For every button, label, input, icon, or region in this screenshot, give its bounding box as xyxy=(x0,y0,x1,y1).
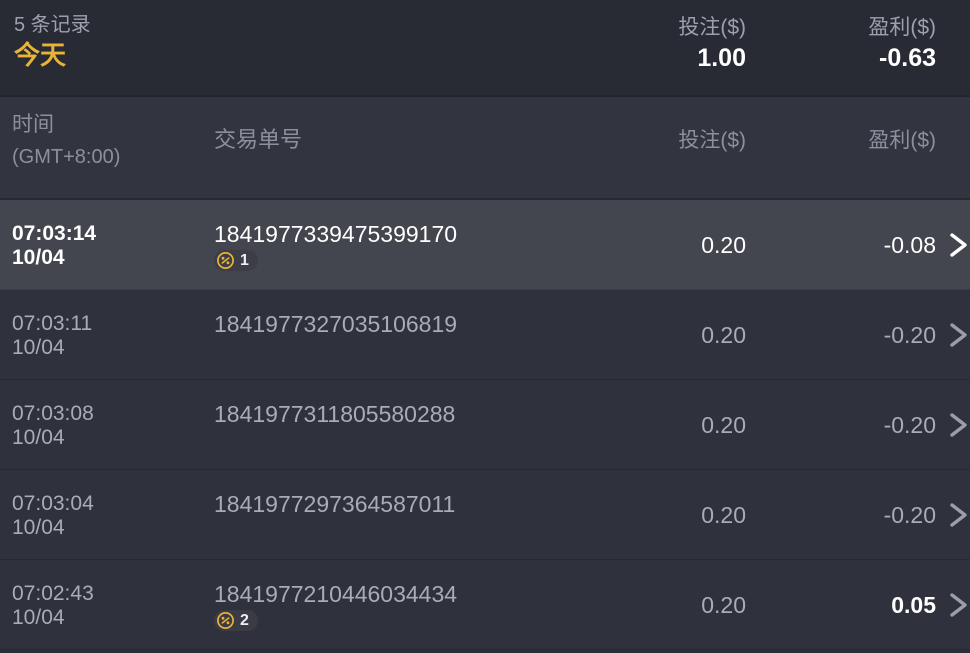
table-row[interactable]: 07:03:11 10/04 1841977327035106819 0.20 … xyxy=(0,290,970,380)
row-time: 07:03:08 10/04 xyxy=(12,402,94,450)
column-header-timezone: (GMT+8:00) xyxy=(12,146,121,168)
row-multiplier-badge[interactable]: 1 xyxy=(214,250,258,271)
column-header-stake: 投注($) xyxy=(678,129,746,152)
row-order: 1841977327035106819 xyxy=(214,310,634,338)
table-row[interactable]: 07:03:08 10/04 1841977311805580288 0.20 … xyxy=(0,380,970,470)
table-row[interactable]: 07:03:14 10/04 1841977339475399170 1 0.2… xyxy=(0,200,970,290)
summary-stake-label: 投注($) xyxy=(678,16,746,39)
row-multiplier-count: 1 xyxy=(240,252,249,269)
coin-swap-icon xyxy=(216,611,235,630)
chevron-right-icon[interactable] xyxy=(942,586,970,624)
row-order: 1841977339475399170 1 xyxy=(214,220,634,275)
chevron-right-icon[interactable] xyxy=(942,226,970,264)
row-time-value: 07:03:04 xyxy=(12,492,94,515)
row-order: 1841977210446034434 2 xyxy=(214,580,634,635)
row-order: 1841977311805580288 xyxy=(214,400,634,428)
summary-header: 5 条记录 今天 投注($) 1.00 盈利($) -0.63 xyxy=(0,0,970,97)
row-order-id[interactable]: 1841977327035106819 xyxy=(214,311,458,337)
row-date-value: 10/04 xyxy=(12,606,65,629)
summary-period-block: 5 条记录 今天 xyxy=(14,12,91,71)
row-stake: 0.20 xyxy=(701,592,746,618)
row-date-value: 10/04 xyxy=(12,336,65,359)
row-time: 07:03:11 10/04 xyxy=(12,312,92,360)
row-date-value: 10/04 xyxy=(12,246,65,269)
row-time-value: 07:03:08 xyxy=(12,402,94,425)
row-order-id[interactable]: 1841977210446034434 xyxy=(214,581,458,607)
row-time: 07:02:43 10/04 xyxy=(12,582,94,630)
chevron-right-icon[interactable] xyxy=(942,496,970,534)
bet-history-list[interactable]: 07:03:14 10/04 1841977339475399170 1 0.2… xyxy=(0,200,970,653)
row-multiplier-badge[interactable]: 2 xyxy=(214,610,258,631)
summary-profit-label: 盈利($) xyxy=(868,16,936,39)
summary-profit-value: -0.63 xyxy=(879,44,936,72)
row-stake: 0.20 xyxy=(701,502,746,528)
column-header-time: 时间 (GMT+8:00) xyxy=(12,109,120,173)
row-time-value: 07:03:11 xyxy=(12,312,93,335)
row-stake: 0.20 xyxy=(701,322,746,348)
record-count-label: 5 条记录 xyxy=(14,14,91,36)
row-profit: -0.20 xyxy=(883,502,936,528)
row-time: 07:03:04 10/04 xyxy=(12,492,94,540)
row-stake: 0.20 xyxy=(701,232,746,258)
row-date-value: 10/04 xyxy=(12,426,65,449)
row-order-id[interactable]: 1841977311805580288 xyxy=(214,401,456,427)
summary-stake-metric: 投注($) 1.00 xyxy=(546,15,746,74)
row-time-value: 07:03:14 xyxy=(12,222,97,245)
chevron-right-icon[interactable] xyxy=(942,406,970,444)
chevron-right-icon[interactable] xyxy=(942,316,970,354)
row-order-id[interactable]: 1841977297364587011 xyxy=(214,491,456,517)
row-profit: -0.08 xyxy=(883,232,936,258)
column-header-profit: 盈利($) xyxy=(868,129,936,152)
row-profit: 0.05 xyxy=(891,592,936,618)
row-profit: -0.20 xyxy=(883,412,936,438)
summary-stake-value: 1.00 xyxy=(697,44,746,72)
row-multiplier-count: 2 xyxy=(240,612,249,629)
row-stake: 0.20 xyxy=(701,412,746,438)
row-time: 07:03:14 10/04 xyxy=(12,222,96,270)
row-order: 1841977297364587011 xyxy=(214,490,634,518)
column-header-order: 交易单号 xyxy=(214,127,303,152)
summary-profit-metric: 盈利($) -0.63 xyxy=(736,15,936,74)
table-row[interactable]: 07:03:04 10/04 1841977297364587011 0.20 … xyxy=(0,470,970,560)
period-filter-label[interactable]: 今天 xyxy=(14,40,67,70)
row-profit: -0.20 xyxy=(883,322,936,348)
row-date-value: 10/04 xyxy=(12,516,65,539)
table-row[interactable]: 07:02:43 10/04 1841977210446034434 2 0.2… xyxy=(0,560,970,650)
row-order-id[interactable]: 1841977339475399170 xyxy=(214,221,458,247)
row-time-value: 07:02:43 xyxy=(12,582,94,605)
column-header-time-label: 时间 xyxy=(12,113,54,136)
table-column-header: 时间 (GMT+8:00) 交易单号 投注($) 盈利($) xyxy=(0,97,970,200)
coin-swap-icon xyxy=(216,251,235,270)
